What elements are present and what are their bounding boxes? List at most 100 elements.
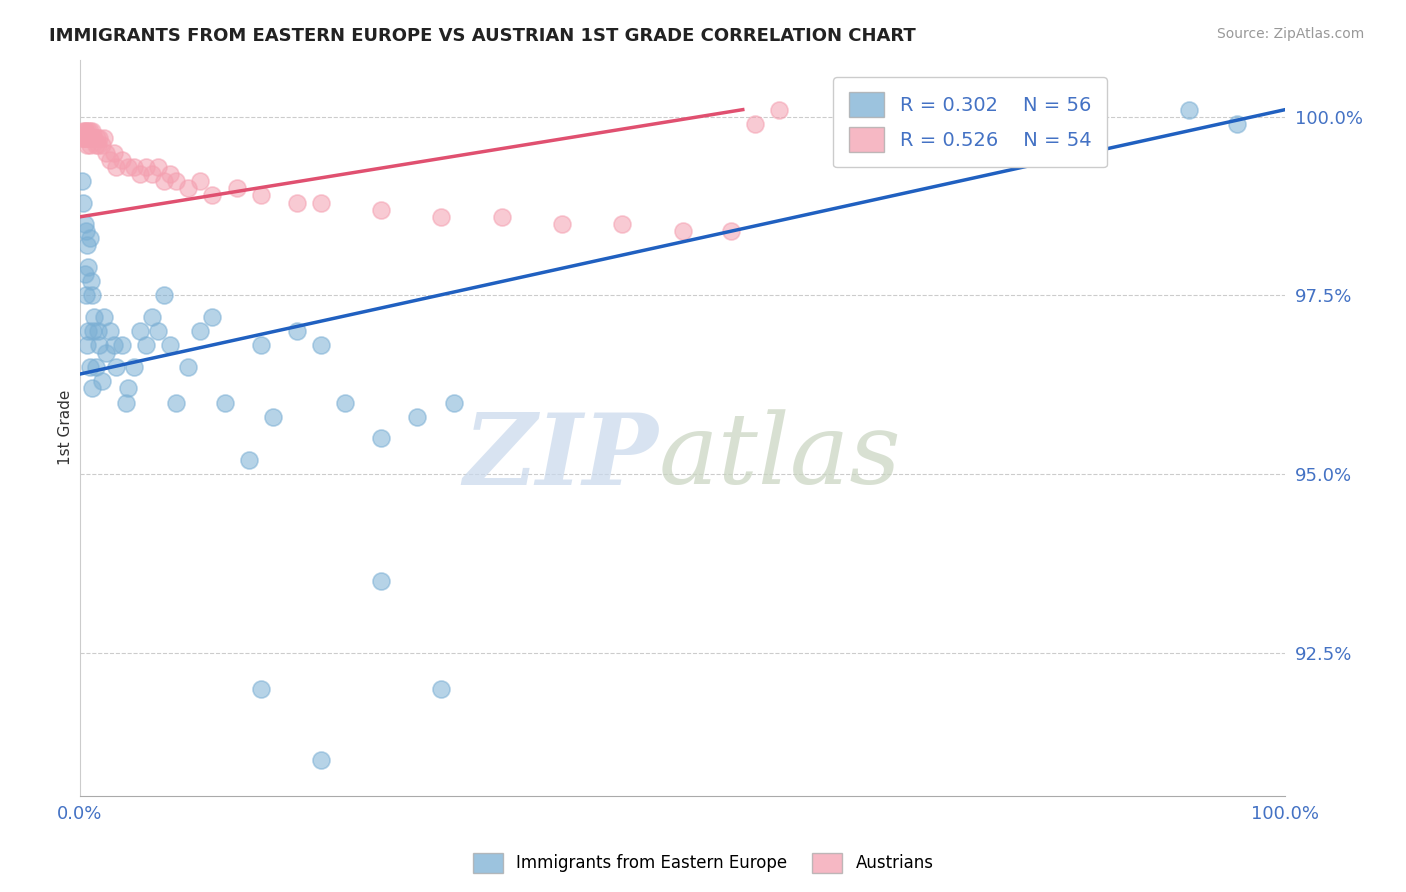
Point bbox=[77, 324, 100, 338]
Point bbox=[77, 260, 100, 274]
Point bbox=[72, 174, 94, 188]
Text: atlas: atlas bbox=[658, 409, 901, 505]
Point bbox=[370, 202, 392, 217]
Point bbox=[249, 681, 271, 696]
Point bbox=[105, 160, 128, 174]
Point bbox=[75, 288, 97, 302]
Legend: R = 0.302    N = 56, R = 0.526    N = 54: R = 0.302 N = 56, R = 0.526 N = 54 bbox=[834, 77, 1107, 168]
Point bbox=[77, 131, 100, 145]
Point bbox=[83, 310, 105, 324]
Point bbox=[671, 224, 693, 238]
Point bbox=[105, 359, 128, 374]
Point bbox=[79, 231, 101, 245]
Point bbox=[148, 160, 170, 174]
Point bbox=[72, 124, 94, 138]
Point bbox=[73, 124, 96, 138]
Point bbox=[370, 574, 392, 589]
Point bbox=[214, 395, 236, 409]
Point bbox=[249, 338, 271, 352]
Point bbox=[80, 131, 103, 145]
Point bbox=[75, 131, 97, 145]
Point bbox=[135, 160, 157, 174]
Point bbox=[201, 188, 224, 202]
Point bbox=[1226, 117, 1249, 131]
Point bbox=[93, 310, 115, 324]
Point bbox=[744, 117, 766, 131]
Point bbox=[72, 195, 94, 210]
Point bbox=[309, 338, 332, 352]
Point bbox=[720, 224, 742, 238]
Point bbox=[80, 124, 103, 138]
Point bbox=[73, 267, 96, 281]
Point bbox=[117, 160, 139, 174]
Point bbox=[87, 324, 110, 338]
Point bbox=[103, 338, 125, 352]
Point bbox=[84, 359, 107, 374]
Point bbox=[80, 131, 103, 145]
Point bbox=[76, 238, 98, 252]
Y-axis label: 1st Grade: 1st Grade bbox=[58, 390, 73, 466]
Point bbox=[89, 131, 111, 145]
Point bbox=[190, 174, 212, 188]
Point bbox=[129, 324, 152, 338]
Point bbox=[79, 138, 101, 153]
Point bbox=[309, 195, 332, 210]
Point bbox=[111, 338, 134, 352]
Point bbox=[82, 324, 104, 338]
Point bbox=[89, 338, 111, 352]
Point bbox=[87, 138, 110, 153]
Point bbox=[86, 131, 108, 145]
Point bbox=[141, 167, 163, 181]
Point bbox=[177, 359, 200, 374]
Point bbox=[201, 310, 224, 324]
Point bbox=[612, 217, 634, 231]
Point bbox=[190, 324, 212, 338]
Point bbox=[177, 181, 200, 195]
Point bbox=[768, 103, 790, 117]
Point bbox=[129, 167, 152, 181]
Point bbox=[73, 217, 96, 231]
Text: Source: ZipAtlas.com: Source: ZipAtlas.com bbox=[1216, 27, 1364, 41]
Point bbox=[117, 381, 139, 395]
Point bbox=[75, 124, 97, 138]
Point bbox=[72, 131, 94, 145]
Point bbox=[103, 145, 125, 160]
Point bbox=[148, 324, 170, 338]
Point bbox=[430, 210, 453, 224]
Text: ZIP: ZIP bbox=[464, 409, 658, 506]
Point bbox=[80, 288, 103, 302]
Point bbox=[98, 324, 121, 338]
Point bbox=[122, 160, 145, 174]
Point bbox=[79, 359, 101, 374]
Point bbox=[93, 131, 115, 145]
Point bbox=[491, 210, 513, 224]
Point bbox=[76, 138, 98, 153]
Point bbox=[75, 224, 97, 238]
Point bbox=[165, 174, 187, 188]
Point bbox=[309, 753, 332, 767]
Point bbox=[80, 274, 103, 288]
Legend: Immigrants from Eastern Europe, Austrians: Immigrants from Eastern Europe, Austrian… bbox=[465, 847, 941, 880]
Point bbox=[333, 395, 356, 409]
Point bbox=[443, 395, 465, 409]
Point bbox=[262, 409, 284, 424]
Point bbox=[406, 409, 429, 424]
Point bbox=[73, 131, 96, 145]
Point bbox=[370, 431, 392, 445]
Point bbox=[90, 374, 112, 388]
Point bbox=[122, 359, 145, 374]
Point bbox=[76, 338, 98, 352]
Point bbox=[83, 131, 105, 145]
Point bbox=[135, 338, 157, 352]
Point bbox=[165, 395, 187, 409]
Point bbox=[153, 174, 176, 188]
Point bbox=[141, 310, 163, 324]
Point bbox=[79, 124, 101, 138]
Point bbox=[551, 217, 574, 231]
Point bbox=[430, 681, 453, 696]
Point bbox=[90, 138, 112, 153]
Point bbox=[80, 381, 103, 395]
Point bbox=[77, 124, 100, 138]
Point bbox=[84, 138, 107, 153]
Point bbox=[76, 131, 98, 145]
